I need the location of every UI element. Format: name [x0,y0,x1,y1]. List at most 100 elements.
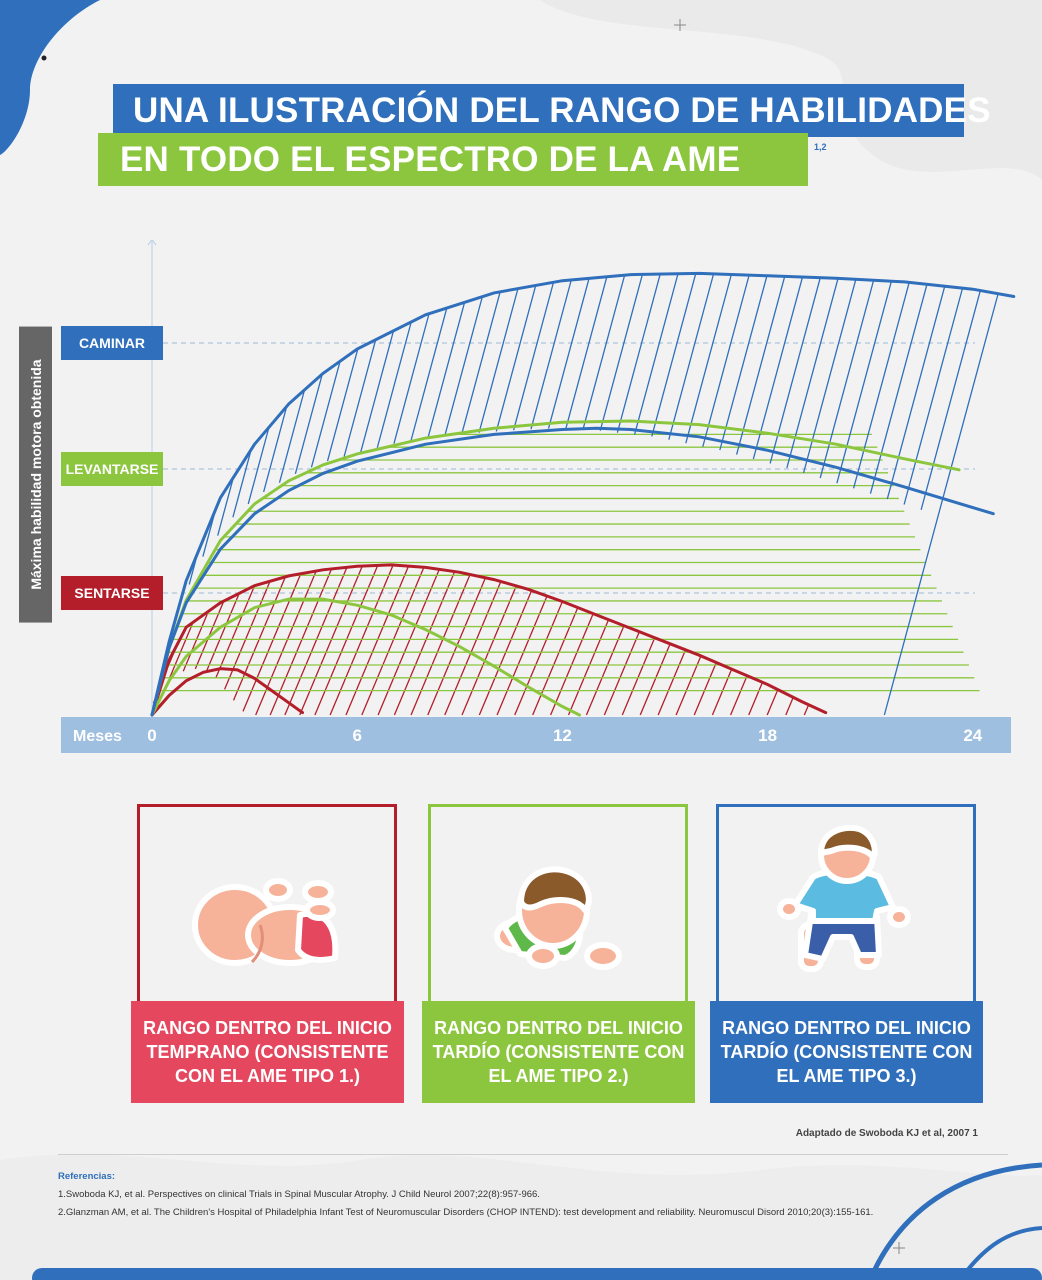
hatch-line [182,611,210,672]
series-lower-line [150,667,304,717]
hatch-line [361,567,425,716]
hatch-line [343,339,377,457]
hatch-line [752,276,804,460]
series-upper-line [150,271,1016,717]
hatch-line [565,276,608,429]
x-axis-band [61,717,1011,753]
hatch-line [852,282,910,489]
hatch-line [633,273,679,435]
hatch-line [232,449,252,518]
hatch-line [748,682,764,716]
references-title: Referencias: [58,1171,116,1182]
hatch-line [920,290,981,511]
hatch-line [582,274,626,430]
hatch-line [550,613,594,716]
card-label-type-3: RANGO DENTRO DEL INICIO TARDÍO (CONSISTE… [710,1001,983,1103]
hatch-line [278,389,306,483]
hatch-line [294,373,323,474]
y-level-label: SENTARSE [74,585,149,601]
hatch-line [836,281,893,484]
hatch-line [427,302,466,439]
hatch-line [719,275,768,451]
reference-item: 1.Swoboda KJ, et al. Perspectives on cli… [58,1189,540,1200]
hatch-line [461,291,501,435]
hatch-line [657,649,687,716]
hatch-line [360,330,395,453]
hatch-line [377,569,440,716]
card-label-type-2: RANGO DENTRO DEL INICIO TARDÍO (CONSISTE… [422,1001,695,1103]
hatch-line [639,643,671,716]
hatch-line [410,574,471,716]
x-tick-label: 0 [147,726,156,745]
hatch-line [693,662,717,716]
hatch-line [532,607,579,716]
title-reference: 1,2 [814,142,827,152]
hatch-line [785,697,794,716]
hatch-line [685,274,732,444]
title-line-1: UNA ILUSTRACIÓN DEL RANGO DE HABILIDADES [113,84,991,137]
hatch-line [263,406,288,493]
level-box [61,452,163,486]
x-tick-label: 18 [758,726,777,745]
hatch-line [310,361,341,468]
hatch-line [651,273,697,437]
hatch-line [223,581,271,690]
y-axis-label: Máxima habilidad motora obtenida [28,359,44,589]
hatch-line [444,581,502,716]
hatch-line [585,625,625,716]
reference-item: 2.Glanzman AM, et al. The Children's Hos… [58,1207,874,1218]
hatch-line [495,285,537,432]
hatch-line [675,655,702,716]
hatch-line [883,293,999,716]
hatch-line [616,273,661,433]
x-axis-label: Meses [73,728,122,745]
hatch-line [514,601,563,716]
hatch-line [903,287,964,505]
hatch-line [326,348,359,462]
hatch-line [530,279,572,430]
hatch-line [599,274,644,431]
toddler-crawling-icon [494,866,622,970]
hatch-line [496,595,548,716]
title-line-2: EN TODO EL ESPECTRO DE LA AME [98,133,808,186]
series-lower-line [150,426,995,717]
hatch-line [735,276,786,455]
hatch-line [376,321,412,448]
hatch-line [512,282,555,431]
hatch-line [729,675,748,716]
x-tick-label: 24 [963,726,982,745]
child-walking-icon [777,825,911,972]
y-axis-label-box [19,326,52,623]
references: Referencias: 1.Swoboda KJ, et al. Perspe… [58,1168,873,1222]
hatch-line [621,637,656,716]
hatch-line [869,284,928,494]
hatch-line [461,585,517,716]
hatch-line [668,273,715,440]
x-tick-label: 12 [553,726,572,745]
hatch-line [478,288,519,433]
hatch-line [702,274,750,447]
hatch-line [444,296,483,437]
hatch-line [711,668,733,716]
hatch-line [247,427,270,505]
hatch-line [603,631,640,716]
hatch-line [547,278,590,429]
hatch-line [206,593,240,671]
y-level-label: LEVANTARSE [66,461,159,477]
hatch-line [393,313,430,444]
hatch-line [766,689,779,716]
hatch-line [217,477,235,536]
hatch-line [803,704,810,716]
hatch-line [769,277,821,464]
series-upper-line [150,563,828,717]
card-label-type-1: RANGO DENTRO DEL INICIO TEMPRANO (CONSIS… [131,1001,404,1103]
hatch-line [819,280,875,479]
hatch-line [410,307,448,442]
baby-lying-icon [192,878,339,966]
level-box [61,576,163,610]
hatch-line [169,622,194,678]
hatch-line [242,573,302,712]
hatch-line [886,286,946,500]
y-level-label: CAMINAR [79,335,145,351]
x-tick-label: 6 [352,726,361,745]
